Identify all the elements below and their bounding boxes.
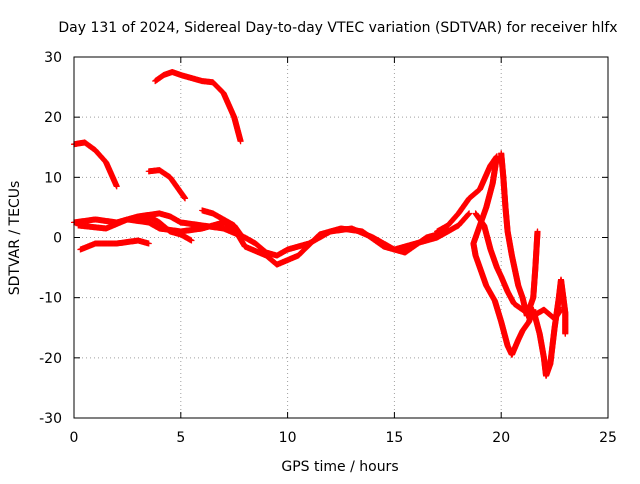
data-point bbox=[188, 237, 195, 244]
data-point bbox=[534, 228, 541, 235]
series-arc-g bbox=[77, 237, 152, 253]
data-point bbox=[466, 210, 473, 217]
series-arc-h bbox=[199, 207, 244, 238]
series-arc-i bbox=[434, 153, 569, 379]
y-tick-label: 20 bbox=[44, 110, 62, 126]
data-point bbox=[444, 228, 451, 235]
y-tick-label: -10 bbox=[39, 291, 62, 307]
x-tick-label: 25 bbox=[599, 430, 617, 446]
data-point bbox=[113, 183, 120, 190]
y-tick-label: -20 bbox=[39, 351, 62, 367]
series-arc-f bbox=[135, 213, 195, 244]
data-point bbox=[237, 231, 244, 238]
grid bbox=[74, 57, 608, 418]
axis-ticks: 0 5 10 15 20 25 -30 -20 -10 0 10 20 30 bbox=[39, 50, 617, 446]
data-point bbox=[562, 330, 569, 337]
series-arc-b bbox=[145, 167, 189, 202]
data-point bbox=[182, 195, 189, 202]
x-axis-label: GPS time / hours bbox=[281, 459, 398, 475]
data-point bbox=[237, 138, 244, 145]
series-arc-c bbox=[152, 69, 244, 145]
data-point bbox=[558, 306, 565, 313]
y-axis-label: SDTVAR / TECUs bbox=[7, 181, 23, 296]
y-tick-label: 10 bbox=[44, 170, 62, 186]
data-point bbox=[145, 240, 152, 247]
x-tick-label: 20 bbox=[492, 430, 510, 446]
y-tick-label: -30 bbox=[39, 411, 62, 427]
x-tick-label: 10 bbox=[279, 430, 297, 446]
x-tick-label: 15 bbox=[385, 430, 403, 446]
x-tick-label: 5 bbox=[176, 430, 185, 446]
x-tick-label: 0 bbox=[70, 430, 79, 446]
y-tick-label: 30 bbox=[44, 50, 62, 66]
series-arc-e bbox=[75, 216, 451, 268]
series-arc-k bbox=[472, 210, 565, 322]
y-tick-label: 0 bbox=[53, 231, 62, 247]
data-points bbox=[71, 69, 569, 379]
series-arc-a bbox=[71, 139, 120, 190]
chart-title: Day 131 of 2024, Sidereal Day-to-day VTE… bbox=[58, 20, 617, 36]
